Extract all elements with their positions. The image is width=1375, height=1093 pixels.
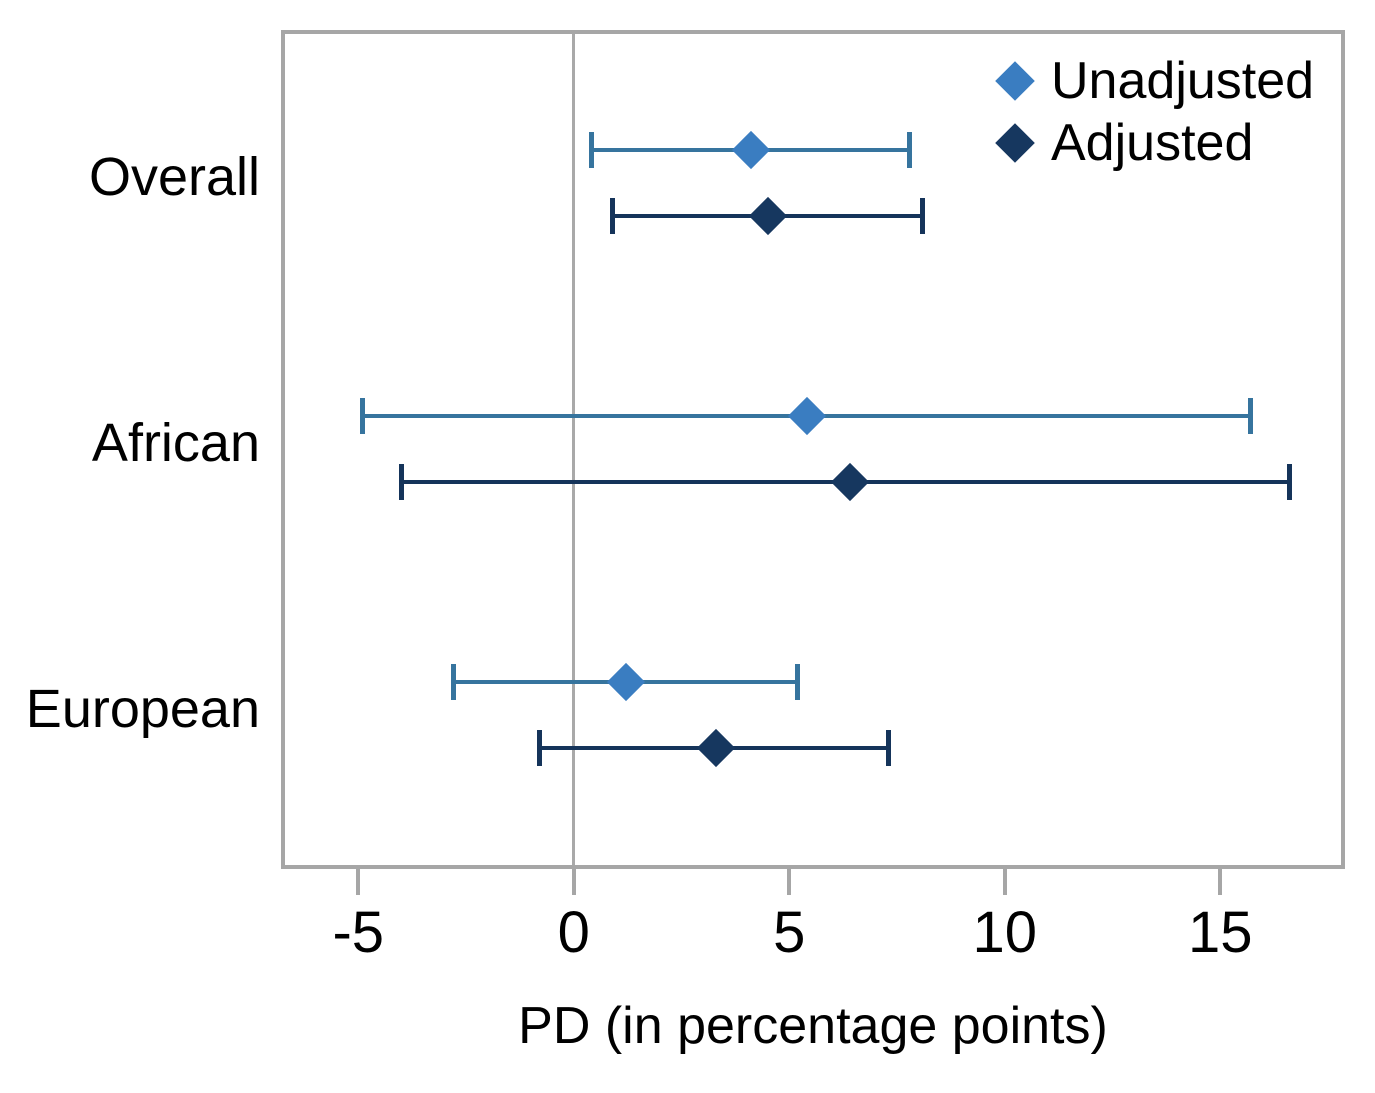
legend-label-unadjusted: Unadjusted: [1051, 52, 1315, 110]
legend: Unadjusted Adjusted: [985, 50, 1314, 174]
diamond-icon: [995, 61, 1035, 101]
x-axis-title: PD (in percentage points): [518, 997, 1108, 1055]
ci-cap-high-african-unadjusted: [1247, 398, 1253, 434]
marker-european-unadjusted: [606, 662, 645, 702]
x-tick-label-10: 10: [972, 900, 1038, 965]
ci-cap-low-european-unadjusted: [450, 664, 456, 700]
x-tick-15: [1218, 869, 1223, 895]
ci-cap-low-overall-adjusted: [610, 198, 616, 234]
ci-cap-high-overall-adjusted: [920, 198, 926, 234]
plot-inner: Unadjusted Adjusted: [285, 34, 1341, 865]
ci-cap-high-european-adjusted: [885, 730, 891, 766]
ci-cap-low-african-adjusted: [398, 464, 404, 500]
x-tick-label-5: 5: [773, 900, 806, 965]
legend-item-adjusted: Adjusted: [985, 112, 1314, 174]
x-tick-label-0: 0: [557, 900, 590, 965]
category-label-overall: Overall: [88, 147, 260, 207]
category-label-european: European: [25, 679, 260, 739]
ci-cap-low-overall-unadjusted: [588, 132, 594, 168]
legend-item-unadjusted: Unadjusted: [985, 50, 1314, 112]
x-axis: -5 0 5 10 15: [285, 869, 1341, 1029]
marker-african-unadjusted: [787, 396, 826, 436]
x-tick-0: [571, 869, 576, 895]
legend-label-adjusted: Adjusted: [1051, 114, 1254, 172]
x-tick-10: [1002, 869, 1007, 895]
ci-cap-high-overall-unadjusted: [907, 132, 913, 168]
ci-cap-low-european-adjusted: [536, 730, 542, 766]
marker-overall-unadjusted: [731, 130, 770, 170]
zero-reference-line: [572, 34, 576, 865]
x-tick-label-neg5: -5: [332, 900, 385, 965]
marker-african-adjusted: [830, 462, 869, 502]
marker-european-adjusted: [696, 728, 736, 768]
x-tick-5: [787, 869, 792, 895]
marker-overall-adjusted: [748, 196, 787, 236]
ci-cap-high-african-adjusted: [1286, 464, 1292, 500]
category-label-african: African: [91, 413, 260, 473]
x-tick-label-15: 15: [1188, 900, 1253, 965]
ci-cap-high-european-unadjusted: [795, 664, 801, 700]
ci-cap-low-african-unadjusted: [360, 398, 366, 434]
x-tick-neg5: [356, 869, 361, 895]
plot-area: Unadjusted Adjusted: [281, 30, 1345, 869]
diamond-icon: [995, 123, 1035, 163]
